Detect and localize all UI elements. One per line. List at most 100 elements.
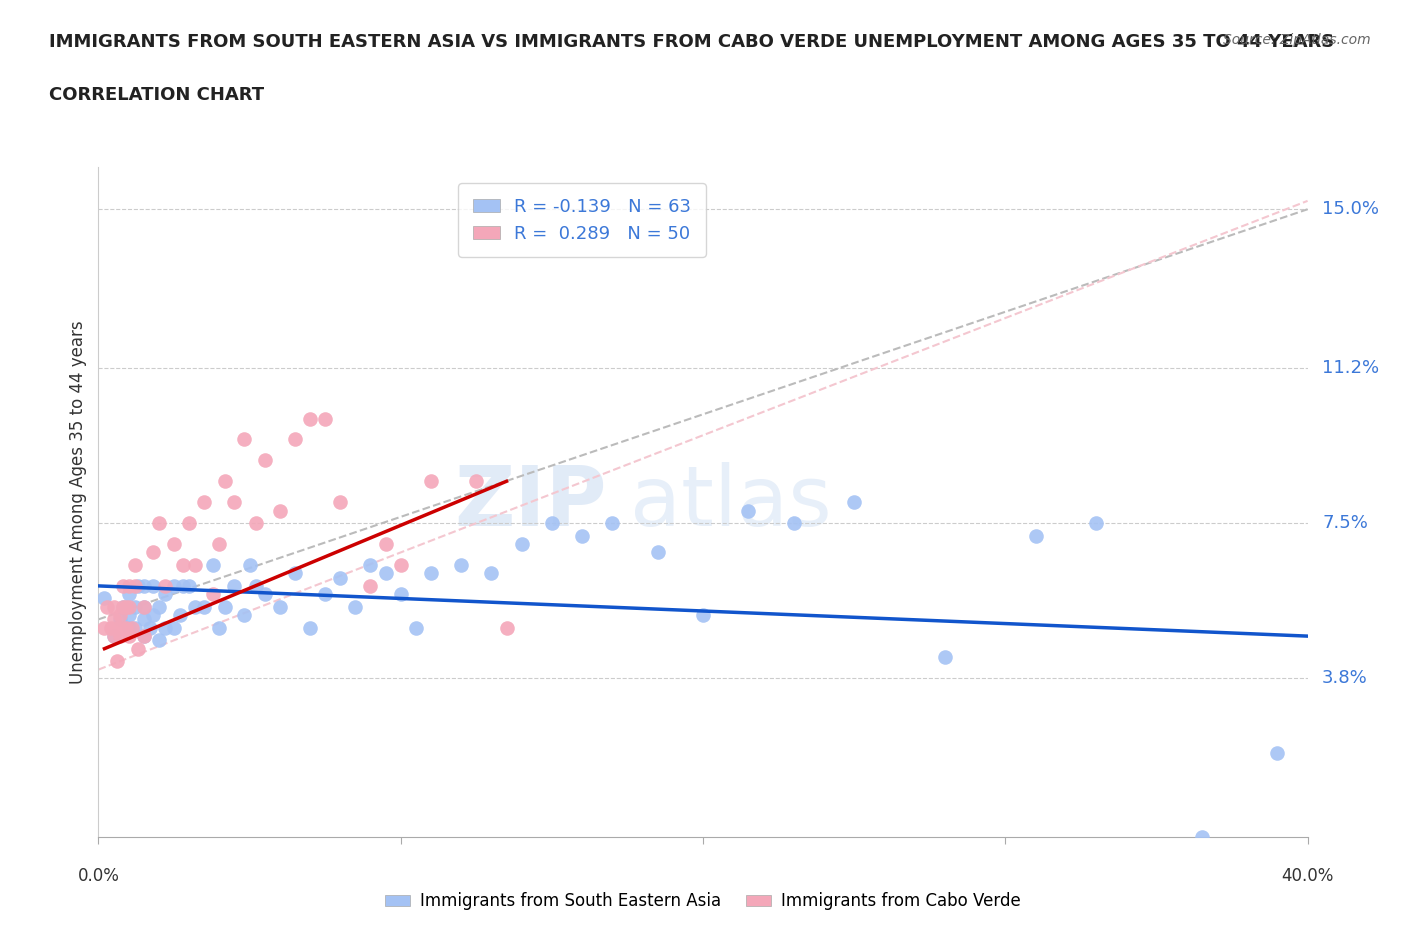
Legend: R = -0.139   N = 63, R =  0.289   N = 50: R = -0.139 N = 63, R = 0.289 N = 50 (458, 183, 706, 257)
Point (344, 600, 367, 615)
Point (202, 587, 225, 602)
Point (360, 558, 382, 573)
Point (169, 608, 191, 623)
Point (153, 620, 176, 635)
Point (1265, 746, 1288, 761)
Point (184, 558, 207, 573)
Point (540, 516, 562, 531)
Point (934, 650, 956, 665)
Text: 0.0%: 0.0% (77, 867, 120, 885)
Point (127, 578, 149, 593)
Point (93, 591, 115, 606)
Point (465, 474, 488, 489)
Point (103, 612, 125, 627)
Text: 7.5%: 7.5% (1322, 514, 1368, 532)
Point (118, 600, 141, 615)
Point (118, 629, 141, 644)
Point (153, 587, 176, 602)
Point (269, 600, 291, 615)
Point (103, 600, 125, 615)
Point (105, 654, 128, 669)
Point (374, 537, 396, 551)
Point (224, 495, 246, 510)
Point (1085, 516, 1108, 531)
Point (184, 600, 207, 615)
Point (114, 600, 136, 615)
Text: atlas: atlas (630, 461, 832, 543)
Text: IMMIGRANTS FROM SOUTH EASTERN ASIA VS IMMIGRANTS FROM CABO VERDE UNEMPLOYMENT AM: IMMIGRANTS FROM SOUTH EASTERN ASIA VS IM… (49, 33, 1334, 50)
Point (172, 558, 194, 573)
Point (1191, 830, 1213, 844)
Point (108, 608, 131, 623)
Point (782, 516, 804, 531)
Point (214, 474, 236, 489)
Text: 11.2%: 11.2% (1322, 359, 1379, 378)
Point (96, 600, 118, 615)
Point (132, 629, 155, 644)
Point (495, 620, 517, 635)
Point (132, 600, 155, 615)
Point (132, 612, 155, 627)
Point (329, 570, 352, 585)
Text: 15.0%: 15.0% (1322, 200, 1379, 219)
Point (142, 608, 165, 623)
Point (299, 620, 322, 635)
Point (124, 600, 146, 615)
Point (245, 516, 267, 531)
Text: Source: ZipAtlas.com: Source: ZipAtlas.com (1223, 33, 1371, 46)
Point (163, 620, 186, 635)
Point (284, 432, 307, 447)
Text: CORRELATION CHART: CORRELATION CHART (49, 86, 264, 103)
Point (177, 516, 201, 531)
Point (844, 495, 866, 510)
Point (142, 545, 165, 560)
Point (314, 411, 336, 426)
Point (193, 600, 215, 615)
Point (571, 528, 593, 543)
Point (111, 578, 134, 593)
Y-axis label: Unemployment Among Ages 35 to 44 years: Unemployment Among Ages 35 to 44 years (69, 321, 87, 684)
Point (360, 578, 382, 593)
Point (208, 620, 231, 635)
Point (177, 578, 201, 593)
Point (114, 620, 136, 635)
Point (108, 629, 131, 644)
Point (208, 537, 231, 551)
Text: 40.0%: 40.0% (1281, 867, 1334, 885)
Point (127, 642, 149, 657)
Point (111, 620, 134, 635)
Point (111, 600, 134, 615)
Point (148, 600, 170, 615)
Point (111, 600, 134, 615)
Point (105, 620, 128, 635)
Point (314, 587, 336, 602)
Point (132, 600, 155, 615)
Legend: Immigrants from South Eastern Asia, Immigrants from Cabo Verde: Immigrants from South Eastern Asia, Immi… (378, 885, 1028, 917)
Point (214, 600, 236, 615)
Point (419, 474, 441, 489)
Point (118, 608, 141, 623)
Point (405, 620, 427, 635)
Point (103, 629, 125, 644)
Point (118, 578, 141, 593)
Point (108, 612, 131, 627)
Point (269, 503, 291, 518)
Point (103, 629, 125, 644)
Point (299, 411, 322, 426)
Point (124, 620, 146, 635)
Point (142, 578, 165, 593)
Point (148, 633, 170, 648)
Point (153, 578, 176, 593)
Point (132, 629, 155, 644)
Point (139, 620, 162, 635)
Point (510, 537, 533, 551)
Point (232, 608, 254, 623)
Point (253, 453, 276, 468)
Point (132, 578, 155, 593)
Point (93, 620, 115, 635)
Point (202, 558, 225, 573)
Point (329, 495, 352, 510)
Point (450, 558, 472, 573)
Point (253, 587, 276, 602)
Point (163, 537, 186, 551)
